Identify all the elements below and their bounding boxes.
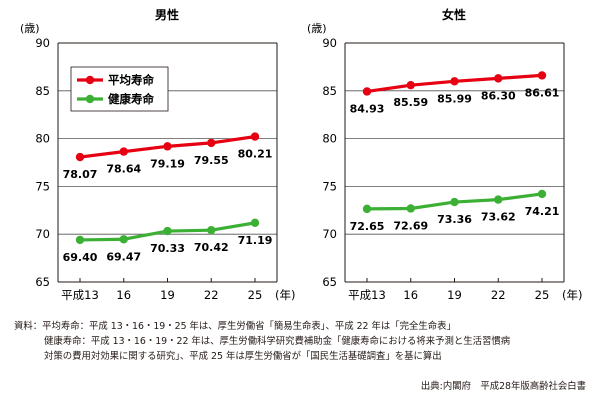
data-label-healthy-life-expectancy-male: 70.42 bbox=[194, 241, 229, 254]
note-line-1: 資料：平均寿命：平成 13・16・19・25 年は、厚生労働省「簡易生命表」、平… bbox=[14, 321, 456, 332]
y-tick-label-male: 70 bbox=[35, 227, 50, 241]
data-point-life-expectancy-male bbox=[75, 152, 85, 162]
x-tick-label-female: 19 bbox=[447, 288, 462, 302]
x-tick-label-female: 16 bbox=[403, 288, 418, 302]
y-tick-label-female: 80 bbox=[322, 132, 337, 146]
data-point-life-expectancy-female bbox=[406, 80, 415, 90]
data-label-healthy-life-expectancy-male: 70.33 bbox=[150, 242, 185, 255]
panel-title-male: 男性 bbox=[155, 7, 179, 22]
y-axis-unit-female: (歳) bbox=[307, 22, 327, 35]
data-point-healthy-life-expectancy-female bbox=[362, 204, 372, 214]
data-point-healthy-life-expectancy-male bbox=[119, 235, 128, 244]
data-label-healthy-life-expectancy-female: 72.65 bbox=[350, 220, 385, 233]
x-tick-label-male: 16 bbox=[116, 288, 131, 302]
x-tick-label-female: 平成13 bbox=[348, 288, 386, 302]
y-axis-unit-male: (歳) bbox=[20, 22, 40, 35]
source-credit: 出典:内閣府 平成28年版高齢社会白書 bbox=[420, 381, 586, 392]
data-point-life-expectancy-female bbox=[537, 71, 547, 80]
y-tick-label-male: 80 bbox=[35, 132, 50, 146]
note-line-2: 健康寿命：平成 13・16・19・22 年は、厚生労働科学研究費補助金「健康寿命… bbox=[44, 336, 511, 347]
data-label-healthy-life-expectancy-female: 74.21 bbox=[525, 205, 560, 218]
data-label-life-expectancy-female: 86.30 bbox=[481, 89, 516, 102]
data-point-healthy-life-expectancy-female bbox=[494, 195, 503, 204]
data-label-healthy-life-expectancy-male: 69.40 bbox=[63, 251, 98, 264]
y-tick-label-male: 75 bbox=[35, 179, 50, 193]
y-tick-label-male: 85 bbox=[35, 84, 50, 98]
data-point-life-expectancy-female bbox=[362, 87, 372, 96]
data-point-healthy-life-expectancy-male bbox=[250, 218, 260, 228]
y-tick-label-female: 85 bbox=[322, 84, 337, 98]
data-label-life-expectancy-male: 80.21 bbox=[238, 148, 273, 161]
x-tick-label-male: 25 bbox=[248, 288, 263, 302]
x-tick-label-male: 22 bbox=[204, 288, 219, 302]
data-label-healthy-life-expectancy-female: 73.62 bbox=[481, 211, 516, 224]
y-tick-label-female: 75 bbox=[322, 179, 337, 193]
x-tick-label-female: 22 bbox=[491, 288, 506, 302]
data-label-healthy-life-expectancy-female: 72.69 bbox=[393, 219, 428, 232]
data-point-healthy-life-expectancy-female bbox=[450, 197, 459, 207]
data-label-healthy-life-expectancy-male: 71.19 bbox=[238, 234, 273, 247]
data-point-life-expectancy-female bbox=[494, 74, 503, 83]
data-point-healthy-life-expectancy-female bbox=[406, 204, 415, 213]
y-tick-label-male: 90 bbox=[35, 36, 50, 50]
data-label-life-expectancy-female: 85.99 bbox=[437, 92, 472, 105]
x-tick-label-male: 平成13 bbox=[61, 288, 99, 302]
data-label-life-expectancy-male: 79.19 bbox=[150, 157, 185, 170]
data-label-healthy-life-expectancy-male: 69.47 bbox=[106, 250, 141, 263]
data-label-healthy-life-expectancy-female: 73.36 bbox=[437, 213, 472, 226]
data-label-life-expectancy-female: 85.59 bbox=[393, 96, 428, 109]
data-point-life-expectancy-female bbox=[450, 77, 459, 86]
data-point-healthy-life-expectancy-male bbox=[163, 226, 172, 236]
y-tick-label-female: 70 bbox=[322, 227, 337, 241]
legend-entry-label: 平均寿命 bbox=[108, 73, 154, 87]
x-axis-unit-female: (年) bbox=[562, 288, 582, 302]
legend-swatch-marker bbox=[85, 75, 95, 85]
y-tick-label-female: 65 bbox=[322, 275, 337, 289]
y-tick-label-male: 65 bbox=[35, 275, 50, 289]
data-point-life-expectancy-male bbox=[207, 138, 216, 148]
note-line-3: 対策の費用対効果に関する研究」、平成 25 年は厚生労働省が「国民生活基礎調査」… bbox=[44, 351, 442, 362]
data-point-life-expectancy-male bbox=[163, 142, 172, 151]
legend-box bbox=[70, 66, 169, 112]
data-label-life-expectancy-male: 78.07 bbox=[63, 168, 98, 181]
data-label-life-expectancy-male: 78.64 bbox=[106, 163, 141, 176]
data-point-healthy-life-expectancy-male bbox=[75, 235, 85, 245]
legend-swatch-marker bbox=[85, 94, 95, 104]
legend-entry-label: 健康寿命 bbox=[108, 92, 154, 106]
x-tick-label-male: 19 bbox=[160, 288, 175, 302]
x-axis-unit-male: (年) bbox=[275, 288, 295, 302]
x-tick-label-female: 25 bbox=[535, 288, 550, 302]
data-point-healthy-life-expectancy-female bbox=[537, 189, 547, 199]
y-tick-label-female: 90 bbox=[322, 36, 337, 50]
data-point-healthy-life-expectancy-male bbox=[207, 225, 216, 235]
data-point-life-expectancy-male bbox=[250, 132, 260, 141]
data-label-life-expectancy-male: 79.55 bbox=[194, 154, 229, 167]
data-point-life-expectancy-male bbox=[119, 147, 128, 156]
data-label-life-expectancy-female: 86.61 bbox=[525, 86, 560, 99]
panel-title-female: 女性 bbox=[442, 7, 466, 22]
data-label-life-expectancy-female: 84.93 bbox=[350, 102, 385, 115]
